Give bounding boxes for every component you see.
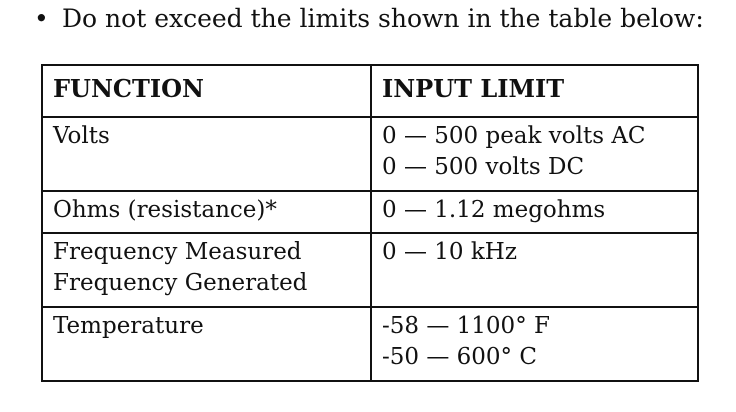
limit-text: -50 — 600° C — [382, 344, 537, 370]
function-text: Frequency Measured — [53, 239, 302, 265]
bullet-marker: • — [34, 4, 49, 33]
function-cell: Temperature — [41, 306, 372, 382]
limit-text: 0 — 10 kHz — [382, 239, 517, 265]
intro-text: Do not exceed the limits shown in the ta… — [62, 4, 704, 33]
input-limits-table: FUNCTION INPUT LIMIT Volts 0 — 500 peak … — [41, 64, 699, 382]
limit-text: 0 — 500 peak volts AC — [382, 123, 646, 149]
column-header-function: FUNCTION — [41, 64, 372, 118]
table-row: Frequency Measured Frequency Generated 0… — [41, 232, 699, 308]
table-row: Ohms (resistance)* 0 — 1.12 megohms — [41, 190, 699, 234]
function-text: Ohms (resistance)* — [53, 197, 277, 223]
function-cell: Volts — [41, 116, 372, 192]
function-text: Volts — [53, 123, 110, 149]
limit-cell: -58 — 1100° F -50 — 600° C — [370, 306, 699, 382]
limit-cell: 0 — 500 peak volts AC 0 — 500 volts DC — [370, 116, 699, 192]
table-row: Volts 0 — 500 peak volts AC 0 — 500 volt… — [41, 116, 699, 192]
limit-cell: 0 — 10 kHz — [370, 232, 699, 308]
function-cell: Frequency Measured Frequency Generated — [41, 232, 372, 308]
function-text: Frequency Generated — [53, 270, 308, 296]
table-header-row: FUNCTION INPUT LIMIT — [41, 64, 699, 118]
intro-instruction: • Do not exceed the limits shown in the t… — [34, 4, 704, 34]
function-text: Temperature — [53, 313, 204, 339]
limit-text: 0 — 500 volts DC — [382, 154, 585, 180]
limit-cell: 0 — 1.12 megohms — [370, 190, 699, 234]
limit-text: -58 — 1100° F — [382, 313, 550, 339]
column-header-input-limit: INPUT LIMIT — [370, 64, 699, 118]
limit-text: 0 — 1.12 megohms — [382, 197, 606, 223]
table-row: Temperature -58 — 1100° F -50 — 600° C — [41, 306, 699, 382]
function-cell: Ohms (resistance)* — [41, 190, 372, 234]
